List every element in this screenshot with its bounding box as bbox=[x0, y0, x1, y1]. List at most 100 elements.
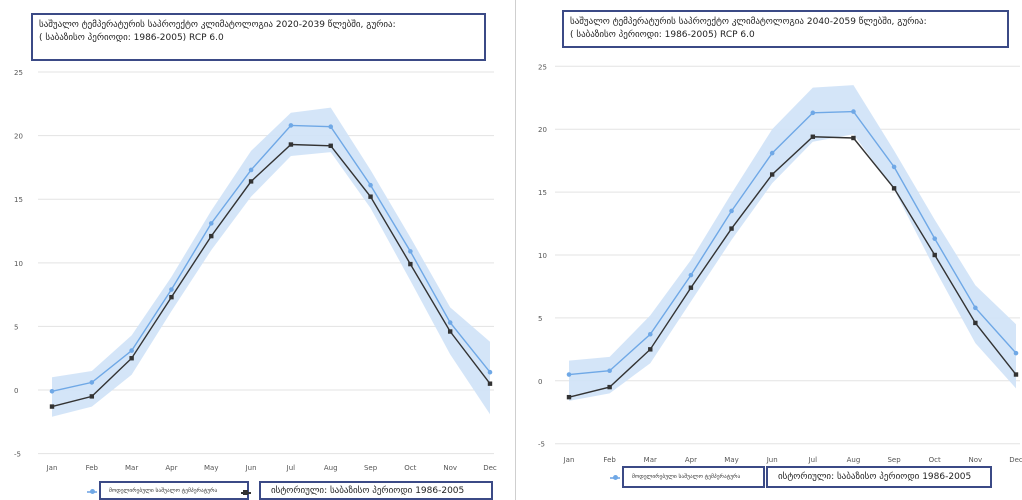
projected-point bbox=[729, 208, 734, 214]
historical-point bbox=[607, 384, 612, 390]
projected-point bbox=[810, 110, 816, 116]
x-tick-label: Feb bbox=[86, 464, 99, 472]
projected-point bbox=[769, 150, 775, 156]
projected-point bbox=[368, 182, 373, 188]
x-tick-label: Sep bbox=[887, 456, 901, 464]
projected-point bbox=[208, 221, 214, 226]
projected-point bbox=[169, 287, 174, 292]
projected-point bbox=[288, 123, 294, 128]
legend-historical-label: ისტორიული: საბაზისო პერიოდი 1986-2005 bbox=[271, 485, 465, 496]
legend-historical: ისტორიული: საბაზისო პერიოდი 1986-2005 bbox=[259, 481, 493, 500]
x-tick-label: Dec bbox=[1009, 456, 1022, 464]
projected-line bbox=[51, 124, 491, 392]
x-tick-label: May bbox=[204, 464, 218, 472]
historical-point bbox=[89, 394, 95, 399]
x-tick-label: Oct bbox=[404, 464, 416, 472]
projected-point bbox=[487, 369, 493, 375]
y-tick-label: 5 bbox=[538, 315, 542, 323]
x-tick-label: Jan bbox=[46, 464, 58, 472]
chart-title-box: საშუალო ტემპერატურის საპროექტო კლიმატოლო… bbox=[562, 10, 1009, 48]
y-tick-label: -5 bbox=[538, 441, 545, 449]
legend-projected-label: მოდელირებული საშუალო ტემპერატურა bbox=[109, 487, 218, 494]
historical-point bbox=[487, 381, 493, 386]
historical-point bbox=[1013, 372, 1019, 377]
projected-point bbox=[49, 389, 55, 394]
legend-projected-marker bbox=[87, 489, 97, 494]
projected-point bbox=[447, 320, 453, 325]
x-tick-label: Aug bbox=[847, 456, 861, 464]
legend-historical-marker bbox=[241, 490, 251, 495]
y-tick-label: 25 bbox=[14, 69, 23, 77]
historical-point bbox=[810, 134, 816, 139]
x-tick-label: Apr bbox=[165, 464, 177, 472]
historical-point bbox=[129, 356, 134, 361]
historical-line bbox=[568, 136, 1017, 398]
projected-point bbox=[891, 164, 897, 170]
panel-gap bbox=[500, 0, 515, 500]
projected-point bbox=[851, 109, 856, 114]
x-tick-label: Jun bbox=[766, 456, 778, 464]
historical-point bbox=[288, 142, 294, 147]
x-tick-label: Jun bbox=[245, 464, 257, 472]
projected-point bbox=[408, 249, 413, 254]
historical-point bbox=[851, 135, 856, 141]
x-tick-label: Aug bbox=[324, 464, 338, 472]
chart-svg-right: -5 0 5 10 15 20 25 Jan Feb Mar Apr May Jun Jul Aug Sep O… bbox=[538, 63, 1022, 464]
x-tick-label: Feb bbox=[603, 456, 616, 464]
historical-point bbox=[169, 294, 174, 300]
legend-projected-label: მოდელირებული საშუალო ტემპერატურა bbox=[632, 474, 741, 480]
historical-point bbox=[328, 143, 333, 148]
legend-projected: მოდელირებული საშუალო ტემპერატურა bbox=[610, 466, 765, 488]
x-tick-label: May bbox=[724, 456, 738, 464]
projected-point bbox=[688, 272, 694, 278]
historical-point bbox=[648, 347, 653, 352]
projected-point bbox=[607, 368, 612, 374]
x-tick-label: Sep bbox=[364, 464, 378, 472]
projected-point bbox=[129, 348, 134, 353]
projected-line bbox=[568, 110, 1017, 376]
x-tick-label: Jul bbox=[286, 464, 296, 472]
projected-point bbox=[932, 236, 938, 241]
projected-point bbox=[973, 305, 978, 311]
y-tick-label: 10 bbox=[538, 252, 547, 260]
historical-point bbox=[891, 186, 897, 191]
historical-point bbox=[688, 285, 694, 290]
historical-point bbox=[408, 261, 413, 267]
legend-projected-marker bbox=[610, 475, 620, 480]
x-tick-label: Apr bbox=[685, 456, 697, 464]
historical-point bbox=[973, 320, 978, 326]
x-tick-label: Mar bbox=[644, 456, 657, 464]
legend-historical: ისტორიული: საბაზისო პერიოდი 1986-2005 bbox=[766, 466, 992, 488]
historical-point bbox=[769, 172, 775, 177]
projected-point bbox=[248, 167, 254, 173]
x-tick-label: Mar bbox=[125, 464, 138, 472]
chart-title: საშუალო ტემპერატურის საპროექტო კლიმატოლო… bbox=[39, 20, 396, 30]
y-tick-label: 20 bbox=[14, 133, 23, 141]
legend-historical-label: ისტორიული: საბაზისო პერიოდი 1986-2005 bbox=[778, 472, 972, 482]
uncertainty-band bbox=[52, 107, 490, 417]
projected-point bbox=[566, 372, 572, 377]
projected-point bbox=[89, 380, 95, 385]
historical-point bbox=[932, 252, 937, 258]
y-tick-label: 10 bbox=[14, 260, 23, 268]
x-tick-label: Jan bbox=[563, 456, 575, 464]
y-tick-label: -5 bbox=[14, 451, 21, 459]
legend-projected: მოდელირებული საშუალო ტემპერატურა bbox=[87, 481, 249, 500]
y-tick-label: 0 bbox=[14, 387, 18, 395]
y-tick-label: 25 bbox=[538, 63, 547, 71]
historical-point bbox=[49, 404, 55, 409]
projected-point bbox=[1013, 350, 1019, 356]
chart-subtitle: ( საბაზისო პერიოდი: 1986-2005) RCP 6.0 bbox=[39, 33, 224, 43]
y-tick-label: 15 bbox=[14, 196, 23, 204]
grid bbox=[38, 71, 494, 455]
uncertainty-band bbox=[569, 85, 1016, 401]
historical-point bbox=[368, 194, 373, 199]
y-tick-label: 20 bbox=[538, 126, 547, 134]
x-tick-label: Nov bbox=[969, 456, 983, 464]
y-tick-label: 5 bbox=[14, 323, 18, 331]
x-tick-label: Dec bbox=[483, 464, 497, 472]
x-tick-label: Nov bbox=[443, 464, 457, 472]
historical-point bbox=[729, 226, 734, 231]
historical-point bbox=[248, 179, 254, 184]
historical-line bbox=[51, 143, 491, 408]
